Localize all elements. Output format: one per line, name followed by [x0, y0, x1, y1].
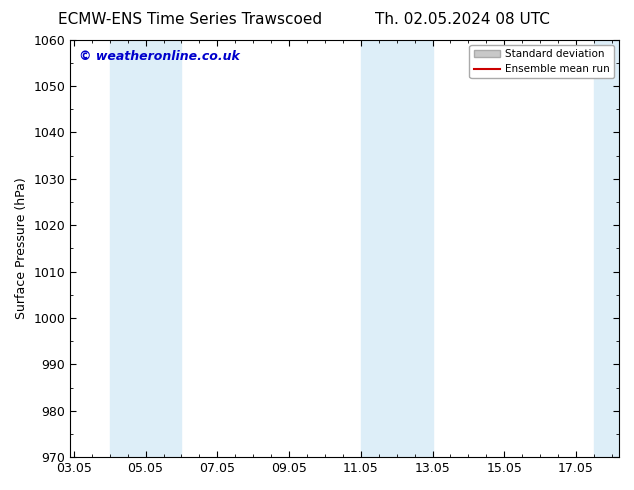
Bar [110, 40, 181, 457]
Bar [361, 40, 432, 457]
Bar [594, 40, 619, 457]
Text: ECMW-ENS Time Series Trawscoed: ECMW-ENS Time Series Trawscoed [58, 12, 322, 27]
Legend: Standard deviation, Ensemble mean run: Standard deviation, Ensemble mean run [469, 45, 614, 78]
Text: © weatheronline.co.uk: © weatheronline.co.uk [79, 50, 240, 63]
Text: Th. 02.05.2024 08 UTC: Th. 02.05.2024 08 UTC [375, 12, 550, 27]
Y-axis label: Surface Pressure (hPa): Surface Pressure (hPa) [15, 177, 28, 319]
